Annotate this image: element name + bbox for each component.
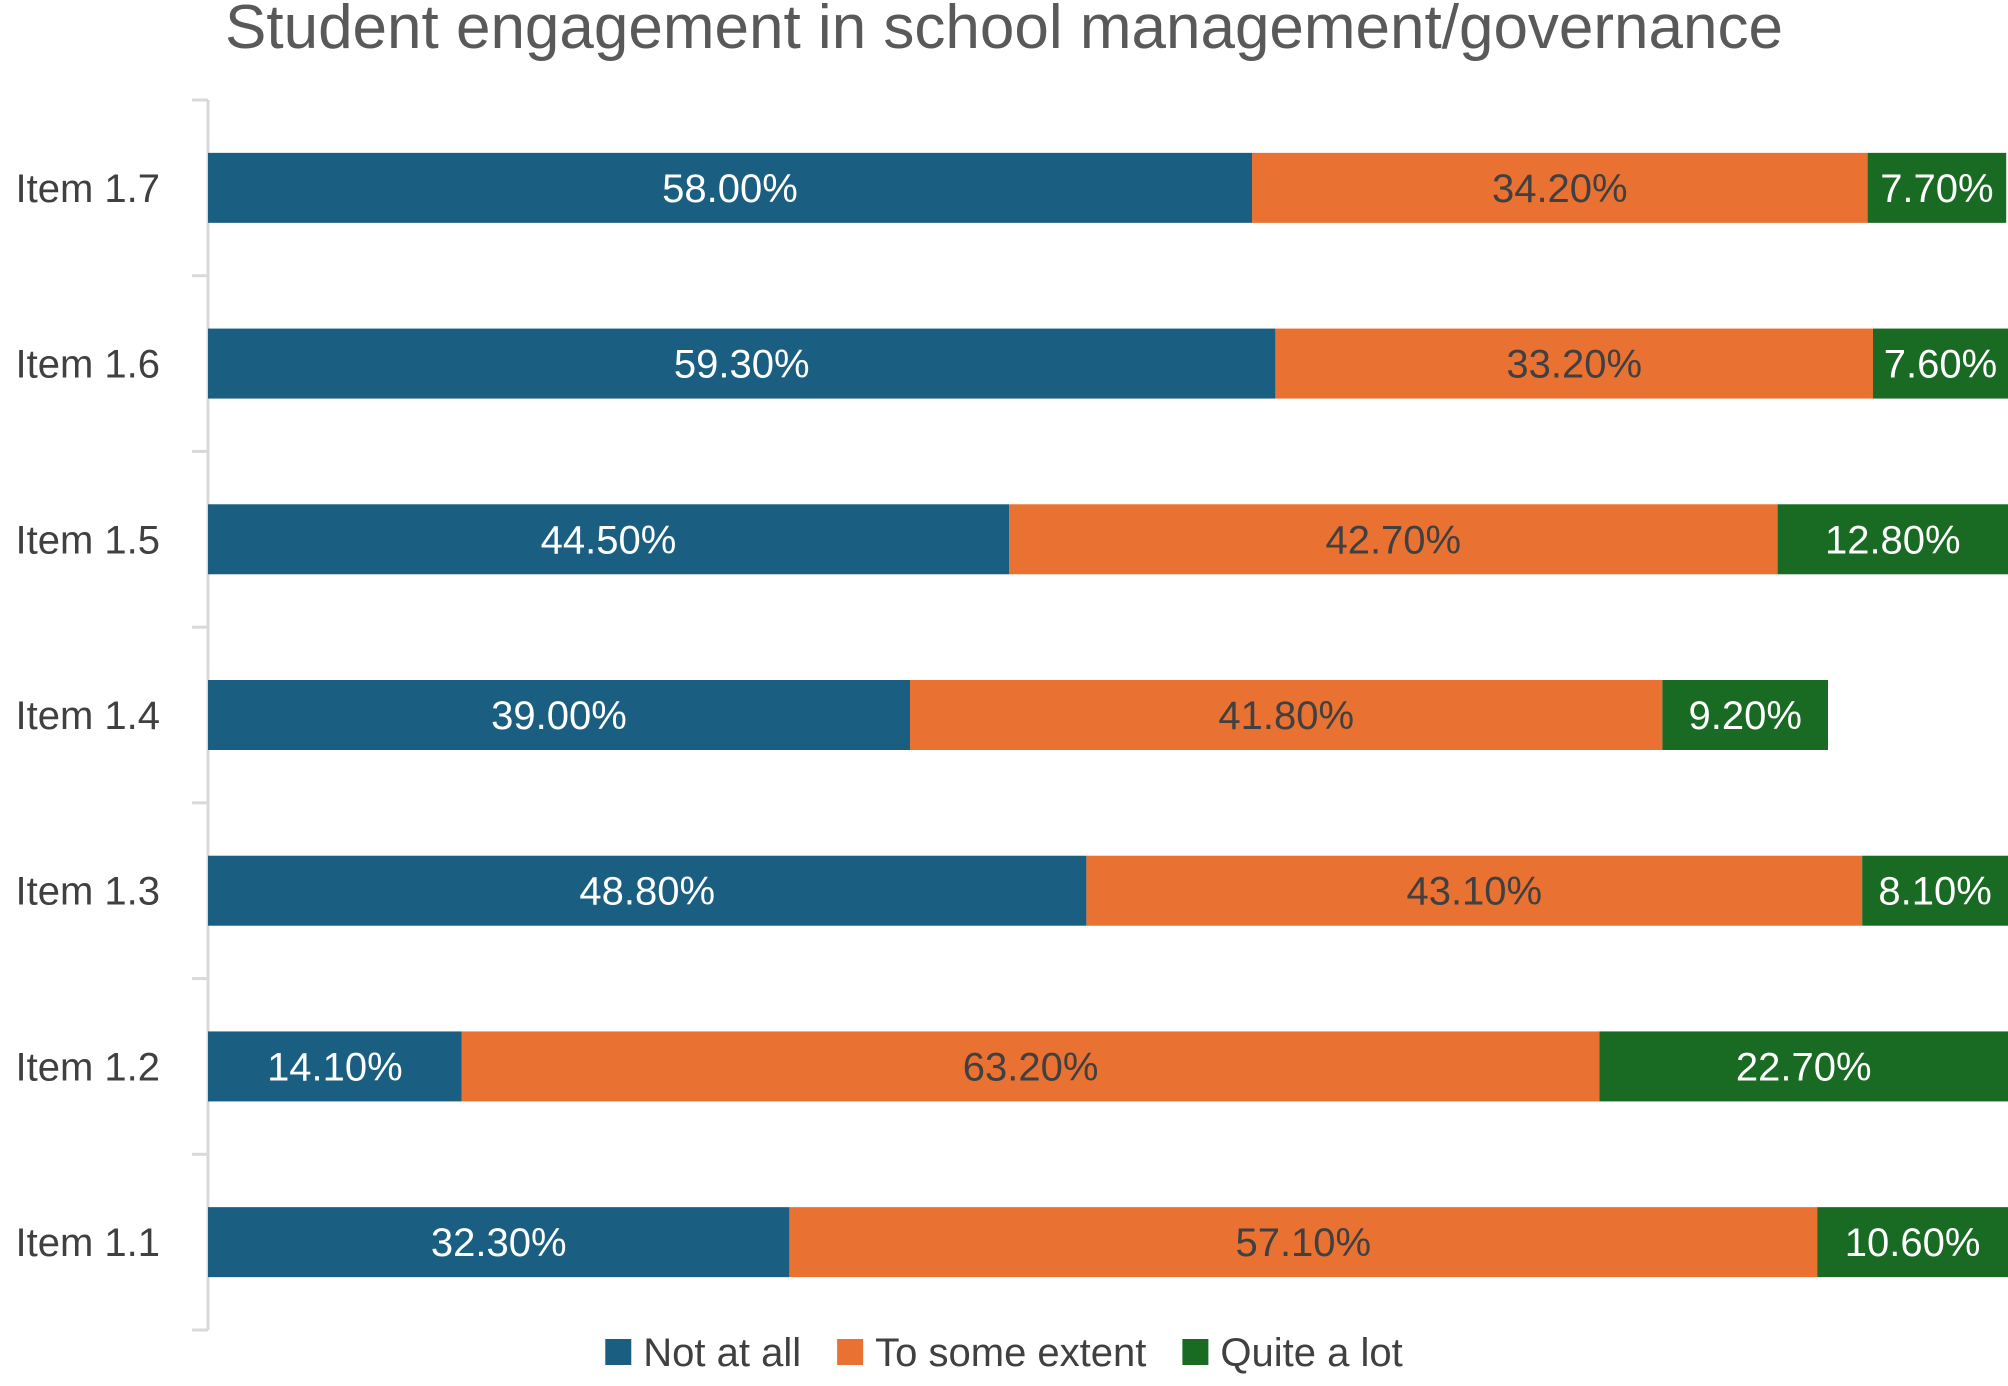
- bar-segment: [1867, 152, 2007, 223]
- data-label: 43.10%: [1406, 870, 1542, 914]
- category-label: Item 1.6: [15, 343, 160, 387]
- data-label: 14.10%: [267, 1045, 403, 1089]
- data-label: 59.30%: [674, 343, 810, 387]
- bar-segment: [208, 680, 910, 750]
- category-label: Item 1.7: [15, 167, 160, 211]
- category-axis: [192, 98, 210, 1332]
- category-label: Item 1.5: [15, 518, 160, 562]
- legend-label: Not at all: [643, 1331, 801, 1375]
- bar-segment: [1252, 152, 1868, 223]
- legend-label: To some extent: [875, 1331, 1146, 1375]
- legend: Not at all To some extent Quite a lot: [605, 1331, 1403, 1375]
- bar-segment: [208, 1031, 462, 1102]
- bar-segment: [1862, 855, 2008, 926]
- bar-segment: [1662, 680, 1828, 750]
- bar-segment: [1817, 1207, 2008, 1278]
- legend-item: Quite a lot: [1182, 1331, 1403, 1375]
- data-label: 42.70%: [1325, 518, 1461, 562]
- bar-segment: [208, 855, 1087, 926]
- legend-item: Not at all: [605, 1331, 801, 1375]
- data-label: 57.10%: [1235, 1221, 1371, 1265]
- bar-segment: [789, 1207, 1818, 1278]
- data-label: 10.60%: [1845, 1221, 1981, 1265]
- chart-title: Student engagement in school management/…: [225, 0, 1783, 62]
- bar-segment: [1009, 504, 1778, 575]
- data-label: 7.70%: [1880, 167, 1993, 211]
- data-label: 44.50%: [541, 518, 677, 562]
- data-label: 58.00%: [662, 167, 798, 211]
- bar-segment: [1777, 504, 2008, 575]
- data-label: 33.20%: [1506, 343, 1642, 387]
- category-labels: Item 1.7 Item 1.6 Item 1.5 Item 1.4 Item 1.3…: [15, 167, 160, 1265]
- bar-segment: [1599, 1031, 2008, 1102]
- data-label: 48.80%: [579, 870, 715, 914]
- bar-segment: [208, 328, 1276, 399]
- legend-item: To some extent: [837, 1331, 1146, 1375]
- data-label: 39.00%: [491, 694, 627, 738]
- legend-swatch: [605, 1339, 632, 1365]
- bar-segment: [1873, 328, 2008, 399]
- bars: 58.00% 34.20% 7.70% 59.30% 33.20% 7.60% 44.50%…: [208, 152, 2008, 1278]
- bar-segment: [208, 504, 1009, 575]
- bar-segment: [910, 680, 1663, 750]
- bar-segment: [1086, 855, 1863, 926]
- data-label: 41.80%: [1218, 694, 1354, 738]
- data-label: 63.20%: [963, 1045, 1099, 1089]
- bar-segment: [208, 1207, 790, 1278]
- legend-swatch: [1182, 1339, 1209, 1365]
- legend-label: Quite a lot: [1220, 1331, 1402, 1375]
- data-label: 8.10%: [1878, 870, 1991, 914]
- data-label: 12.80%: [1825, 518, 1961, 562]
- bar-segment: [1275, 328, 1873, 399]
- legend-swatch: [837, 1339, 864, 1365]
- data-label: 34.20%: [1492, 167, 1628, 211]
- category-label: Item 1.1: [15, 1221, 160, 1265]
- bar-segment: [461, 1031, 1600, 1102]
- data-label: 7.60%: [1884, 343, 1997, 387]
- category-label: Item 1.4: [15, 694, 160, 738]
- data-label: 32.30%: [431, 1221, 567, 1265]
- bar-segment: [208, 152, 1252, 223]
- data-label: 22.70%: [1736, 1045, 1872, 1089]
- category-label: Item 1.3: [15, 870, 160, 914]
- data-label: 9.20%: [1688, 694, 1801, 738]
- category-label: Item 1.2: [15, 1045, 160, 1089]
